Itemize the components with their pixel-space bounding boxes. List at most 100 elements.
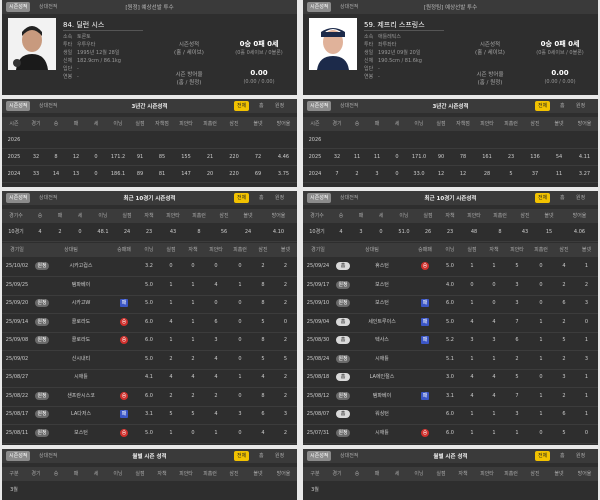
table-cell: 0 <box>78 229 82 235</box>
header-cell: 볼넷 <box>554 121 564 127</box>
table-cell: 4.46 <box>277 154 290 160</box>
filter-home[interactable]: 홈 <box>259 453 264 459</box>
filter-all[interactable]: 전체 <box>535 193 551 203</box>
table-cell <box>86 133 106 147</box>
filter-away[interactable]: 원정 <box>576 453 586 459</box>
summary-row: 10경기 4 3 0 51.0 26 23 48 8 43 15 4.06 <box>303 225 598 239</box>
record-label: 시즌성적 <box>178 42 200 48</box>
table-cell: 14 <box>52 171 60 177</box>
tab-opponent-record[interactable]: 상대전적 <box>340 4 359 10</box>
filter-all[interactable]: 전체 <box>234 101 250 111</box>
info-bats-throws: 투타 우투우타 <box>63 42 96 48</box>
three-year-tab-row: 시즌성적 상대전적 3년간 시즌성적 전체 홈 원정 <box>303 99 598 113</box>
header-cell: 피안타 <box>166 213 180 219</box>
tab-opponent-record[interactable]: 상대전적 <box>39 103 58 109</box>
table-cell: 81 <box>158 171 166 177</box>
table-cell <box>106 133 130 147</box>
table-row: 2025 32 11 11 0 171.0 90 78 161 23 136 54 4.11 <box>303 150 598 164</box>
stat-cell: 0 <box>191 263 195 269</box>
header-cell: 삼진 <box>559 247 569 253</box>
stat-cell: 1 <box>470 411 474 417</box>
filter-all[interactable]: 전체 <box>234 451 250 461</box>
month-label: 3월 <box>311 487 319 493</box>
filter-home[interactable]: 홈 <box>560 103 565 109</box>
opponent-team: LA에인절스 <box>369 374 395 380</box>
tab-opponent-record[interactable]: 상대전적 <box>39 195 58 201</box>
table-cell <box>246 133 270 147</box>
stat-cell: 2 <box>283 392 288 399</box>
row-divider <box>2 350 297 351</box>
tab-opponent-record[interactable]: 상대전적 <box>340 195 359 201</box>
table-row: 3월 <box>2 483 297 497</box>
table-cell: 23 <box>507 154 515 160</box>
tab-season-record[interactable]: 시즌성적 <box>307 101 332 111</box>
three-year-title: 3년간 시즌성적 <box>432 104 469 110</box>
filter-away[interactable]: 원정 <box>275 453 285 459</box>
tab-season-record[interactable]: 시즌성적 <box>6 193 31 203</box>
opponent-team: 샌프란시스코 <box>67 392 95 399</box>
stat-cell: 0 <box>584 429 589 436</box>
filter-home[interactable]: 홈 <box>259 195 264 201</box>
opponent-team: 세인트루이스 <box>368 318 396 325</box>
stat-cell: 2 <box>191 355 195 362</box>
filter-home[interactable]: 홈 <box>259 103 264 109</box>
stat-cell: 0 <box>492 281 496 288</box>
filter-away[interactable]: 원정 <box>576 103 586 109</box>
filter-away[interactable]: 원정 <box>576 195 586 201</box>
home-away-cell: 원정 <box>32 333 52 347</box>
stat-cell: 0 <box>238 392 242 399</box>
result-cell: 승 <box>110 315 138 329</box>
stat-cell: 3.2 <box>145 263 153 269</box>
stat-cell: 2 <box>562 355 566 362</box>
table-cell: 85 <box>158 154 166 160</box>
games-header: 경기일 상대팀 승패패 이닝 실점 자책 피안타 피홈런 삼진 볼넷 <box>303 243 598 257</box>
header-cell: 패 <box>374 121 380 127</box>
table-cell: 13 <box>72 171 80 177</box>
tab-opponent-record[interactable]: 상대전적 <box>39 453 58 459</box>
tab-opponent-record[interactable]: 상대전적 <box>340 103 359 109</box>
row-divider <box>2 182 297 183</box>
stat-cell: 1 <box>470 263 474 269</box>
opponent-team: 신시내티 <box>71 355 91 362</box>
monthly-tab-row: 시즌성적 상대전적 월별 시즌 성적 전체 홈 원정 <box>303 449 598 463</box>
filter-all[interactable]: 전체 <box>535 451 551 461</box>
tab-season-record[interactable]: 시즌성적 <box>6 2 31 12</box>
filter-away[interactable]: 원정 <box>275 195 285 201</box>
filter-home[interactable]: 홈 <box>560 453 565 459</box>
filter-all[interactable]: 전체 <box>234 193 250 203</box>
opponent-team: 시애틀 <box>375 429 389 436</box>
table-cell <box>451 133 475 147</box>
tab-season-record[interactable]: 시즌성적 <box>6 451 31 461</box>
header-cell: 피홈런 <box>504 471 518 477</box>
game-date: 25/09/20 <box>5 300 29 306</box>
header-cell: 패 <box>57 213 63 219</box>
header-cell: 볼넷 <box>243 213 253 219</box>
stat-cell: 0 <box>539 429 543 436</box>
row-divider <box>303 331 598 333</box>
tab-opponent-record[interactable]: 상대전적 <box>39 4 58 10</box>
header-cell: 볼넷 <box>554 471 564 477</box>
tab-opponent-record[interactable]: 상대전적 <box>340 453 359 459</box>
filter-all[interactable]: 전체 <box>535 101 551 111</box>
stat-cell: 3 <box>214 337 218 343</box>
result-cell <box>110 278 138 292</box>
table-cell: 3.75 <box>277 171 290 177</box>
game-row: 25/08/30 홈 텍사스 패 5.2 3 3 6 1 5 1 <box>303 333 598 347</box>
table-row: 2026 <box>2 133 297 147</box>
table-cell: 161 <box>482 154 492 160</box>
opponent-team: 시애틀 <box>74 374 88 380</box>
filter-away[interactable]: 원정 <box>275 103 285 109</box>
stat-cell: 3 <box>238 411 242 417</box>
stat-cell: 5 <box>562 337 566 343</box>
filter-home[interactable]: 홈 <box>560 195 565 201</box>
stat-cell: 1 <box>539 318 543 325</box>
table-cell <box>130 133 150 147</box>
tab-season-record[interactable]: 시즌성적 <box>307 2 332 12</box>
table-cell: 90 <box>437 154 445 160</box>
tab-season-record[interactable]: 시즌성적 <box>307 193 332 203</box>
table-cell: 4.10 <box>272 229 285 235</box>
tab-season-record[interactable]: 시즌성적 <box>6 101 31 111</box>
tab-season-record[interactable]: 시즌성적 <box>307 451 332 461</box>
stat-cell: 4 <box>492 318 496 325</box>
header-cell: 자책 <box>458 471 468 477</box>
